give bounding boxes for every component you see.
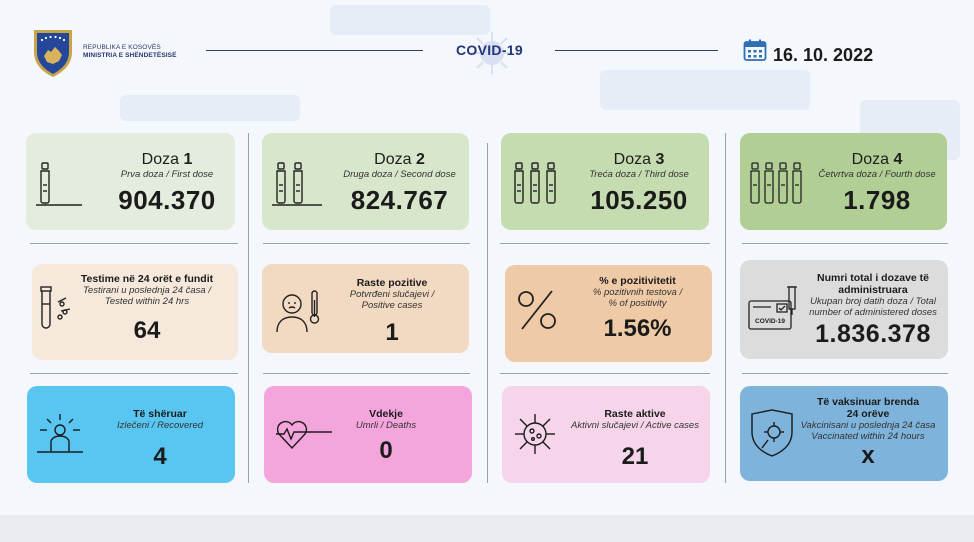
header-rule-left (206, 50, 423, 51)
vials-icon (750, 162, 802, 204)
ministry-line-2: MINISTRIA E SHËNDETËSISË (83, 52, 177, 59)
vaccinated-24h-value: x (861, 442, 875, 469)
tests-title: Testime në 24 orët e fundit (80, 273, 214, 285)
divider (263, 243, 470, 244)
vaccinated-24h-title-2: 24 orëve (846, 408, 890, 420)
dose-4-card: Doza 4 Četvrtva doza / Fourth dose 1.798 (740, 133, 947, 230)
vaccinated-24h-subtitle-2: Vaccinated within 24 hours (811, 431, 925, 442)
dose-2-title: Doza 2 (374, 151, 425, 168)
deaths-card: Vdekje Umrli / Deaths 0 (264, 386, 472, 483)
active-cases-card: Raste aktive Aktivni slučajevi / Active … (502, 386, 710, 483)
divider (30, 243, 238, 244)
total-doses-card: COVID-19 Numri total i dozave të adminis… (740, 260, 948, 359)
positivity-subtitle-2: % of positivity (608, 298, 667, 309)
deaths-title: Vdekje (369, 408, 403, 420)
heartbeat-icon (276, 420, 332, 450)
vials-icon (272, 162, 322, 206)
dose-1-title: Doza 1 (141, 151, 193, 168)
dose-4-title: Doza 4 (851, 151, 903, 168)
vials-icon (514, 162, 556, 204)
positive-cases-title: Raste pozitive (356, 277, 428, 289)
vaccination-card-syringe-icon (748, 286, 797, 330)
shield-virus-icon (751, 409, 793, 457)
divider (30, 373, 238, 374)
positivity-value: 1.56% (603, 315, 672, 342)
positive-cases-subtitle-1: Potvrđeni slučajevi / (349, 289, 435, 300)
calendar-icon (743, 39, 767, 61)
sick-person-thermometer-icon (276, 290, 320, 333)
recovered-card: Të shëruar Izlečeni / Recovered 4 (27, 386, 235, 483)
tests-subtitle-2: Tested within 24 hrs (104, 296, 190, 307)
total-doses-subtitle-2: number of administered doses (809, 307, 937, 318)
active-cases-subtitle: Aktivni slučajevi / Active cases (571, 420, 699, 431)
recovered-subtitle: Izlečeni / Recovered (116, 420, 204, 431)
deaths-subtitle: Umrli / Deaths (355, 420, 417, 431)
vaccinated-24h-card: Të vaksinuar brenda 24 orëve Vakcinisani… (740, 386, 948, 481)
deaths-value: 0 (379, 437, 393, 464)
footer-band (0, 515, 974, 542)
total-doses-title-1: Numri total i dozave të (816, 272, 930, 284)
dose-1-card: Doza 1 Prva doza / First dose 904.370 (26, 133, 235, 230)
kosovo-coat-of-arms-logo (34, 30, 72, 77)
recovered-title: Të shëruar (133, 408, 187, 420)
positive-cases-subtitle-2: Positive cases (361, 300, 423, 311)
tests-card: Testime në 24 orët e fundit Testirani u … (32, 264, 238, 360)
dose-2-subtitle: Druga doza / Second dose (343, 169, 456, 180)
recovered-value: 4 (153, 443, 167, 470)
divider (742, 373, 948, 374)
total-doses-title-2: administruara (838, 284, 908, 296)
recovered-person-icon (37, 414, 83, 453)
dose-3-subtitle: Treća doza / Third dose (589, 169, 689, 180)
vial-icon (36, 162, 82, 206)
virus-icon (515, 414, 555, 454)
positive-cases-value: 1 (385, 319, 399, 346)
dose-3-card: Doza 3 Treća doza / Third dose 105.250 (501, 133, 709, 230)
tests-value: 64 (133, 317, 161, 344)
virus-icon (471, 32, 513, 74)
positivity-card: % e pozitivitetit % pozitivnih testova /… (505, 265, 712, 362)
header-rule-right (555, 50, 718, 51)
vaccinated-24h-subtitle-1: Vakcinisani u poslednja 24 časa (800, 420, 936, 431)
dose-2-value: 824.767 (350, 185, 449, 215)
total-doses-subtitle-1: Ukupan broj datih doza / Total (810, 296, 936, 307)
dose-1-subtitle: Prva doza / First dose (120, 169, 214, 180)
divider (500, 373, 710, 374)
divider (263, 373, 470, 374)
covid-badge: COVID-19 (755, 318, 785, 325)
total-doses-value: 1.836.378 (815, 320, 931, 348)
page-title: COVID-19 (456, 42, 523, 58)
dose-2-card: Doza 2 Druga doza / Second dose 824.767 (262, 133, 469, 230)
active-cases-value: 21 (621, 443, 649, 470)
dose-1-value: 904.370 (118, 185, 216, 215)
active-cases-title: Raste aktive (604, 408, 666, 420)
test-tube-icon (40, 286, 71, 329)
positivity-title: % e pozitivitetit (599, 275, 676, 287)
positivity-subtitle-1: % pozitivnih testova / (592, 287, 683, 298)
vaccinated-24h-title-1: Të vaksinuar brenda (816, 396, 920, 408)
divider (500, 243, 710, 244)
tests-subtitle-1: Testirani u poslednja 24 časa / (83, 285, 211, 296)
divider (248, 133, 249, 483)
dose-3-title: Doza 3 (613, 151, 665, 168)
dose-4-subtitle: Četvrtva doza / Fourth dose (818, 169, 936, 180)
divider (487, 143, 488, 483)
positive-cases-card: Raste pozitive Potvrđeni slučajevi / Pos… (262, 264, 469, 353)
ministry-line-1: REPUBLIKA E KOSOVËS (83, 44, 161, 51)
report-date: 16. 10. 2022 (773, 45, 874, 65)
dose-3-value: 105.250 (590, 185, 688, 215)
dose-4-value: 1.798 (843, 185, 911, 215)
ministry-name: REPUBLIKA E KOSOVËS MINISTRIA E SHËNDETË… (83, 44, 177, 60)
divider (742, 243, 948, 244)
percent-icon (518, 290, 556, 330)
divider (725, 133, 726, 483)
